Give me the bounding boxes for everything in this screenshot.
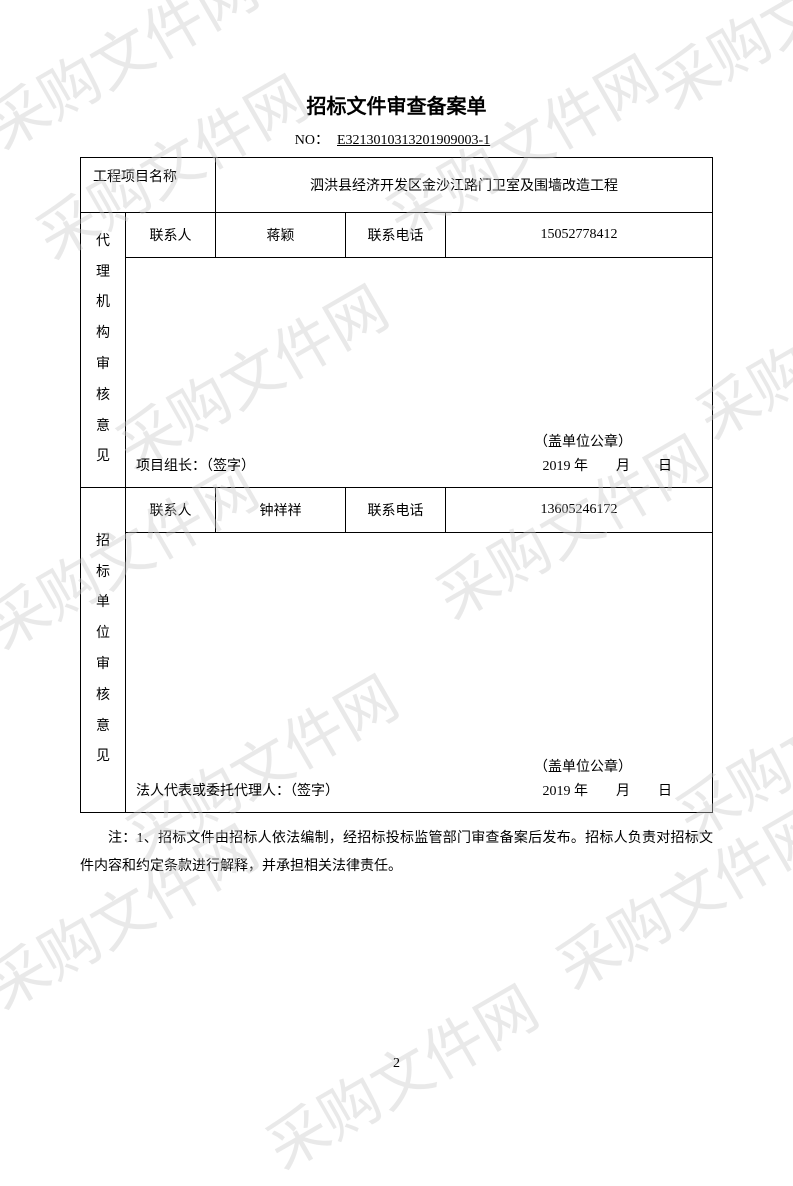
document-title: 招标文件审查备案单: [80, 90, 713, 119]
agency-seal-label: （盖单位公章）: [534, 431, 632, 451]
agency-contact-label: 联系人: [126, 213, 216, 258]
tenderer-contact-label: 联系人: [126, 488, 216, 533]
agency-sign-label: 项目组长：（签字）: [136, 455, 255, 475]
agency-contact-name: 蒋颖: [216, 213, 346, 258]
doc-no-value: E3213010313201909003-1: [329, 133, 498, 148]
document-number: NO：E3213010313201909003-1: [80, 129, 713, 149]
tenderer-phone-label: 联系电话: [346, 488, 446, 533]
agency-signature-area: （盖单位公章） 项目组长：（签字） 2019 年 月 日: [126, 258, 713, 488]
tenderer-date: 2019 年 月 日: [543, 780, 673, 800]
note-text: 注：1、招标文件由招标人依法编制，经招标投标监管部门审查备案后发布。招标人负责对…: [80, 825, 713, 881]
tenderer-sign-label: 法人代表或委托代理人：（签字）: [136, 780, 339, 800]
project-name: 泗洪县经济开发区金沙江路门卫室及围墙改造工程: [216, 158, 713, 213]
watermark: 采购文件网: [248, 961, 551, 1186]
agency-date: 2019 年 月 日: [543, 455, 673, 475]
tenderer-signature-area: （盖单位公章） 法人代表或委托代理人：（签字） 2019 年 月 日: [126, 533, 713, 813]
page-number: 2: [0, 1056, 793, 1072]
watermark: 采购文件网: [538, 781, 793, 1006]
main-form-table: 工程项目名称 泗洪县经济开发区金沙江路门卫室及围墙改造工程 代理机构审核意见 联…: [80, 157, 713, 813]
project-label: 工程项目名称: [81, 158, 216, 213]
tenderer-contact-name: 钟祥祥: [216, 488, 346, 533]
tenderer-seal-label: （盖单位公章）: [534, 756, 632, 776]
tenderer-section-label: 招标单位审核意见: [81, 488, 126, 813]
tenderer-phone-value: 13605246172: [446, 488, 713, 533]
agency-section-label: 代理机构审核意见: [81, 213, 126, 488]
doc-no-label: NO：: [295, 133, 329, 148]
agency-phone-value: 15052778412: [446, 213, 713, 258]
agency-phone-label: 联系电话: [346, 213, 446, 258]
